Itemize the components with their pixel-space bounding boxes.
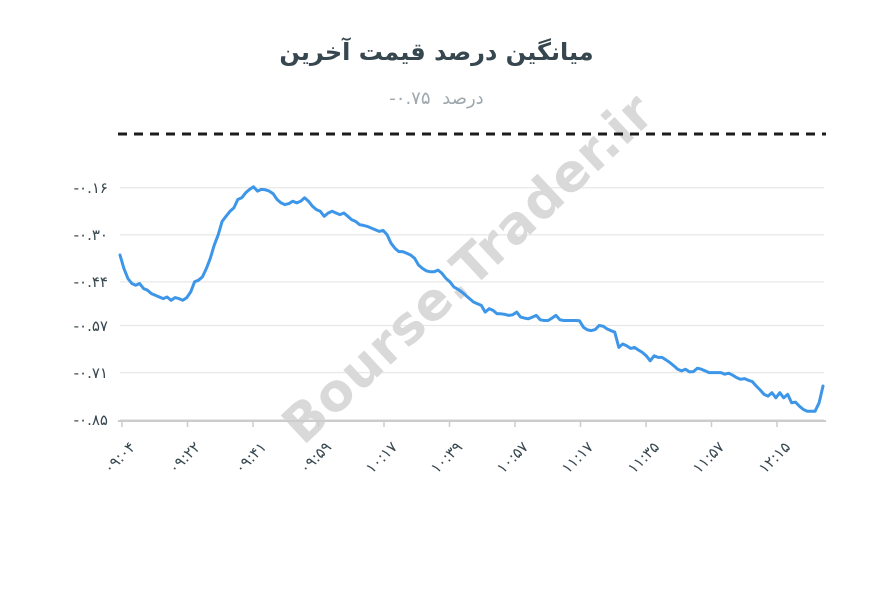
y-axis-label: -۰.۳۰ [73,225,108,244]
chart-subtitle: -۰.۷۵ درصد [0,88,873,109]
x-axis [118,420,826,427]
gridlines [120,187,824,421]
y-axis-label: -۰.۷۱ [73,363,108,382]
y-axis-label: -۰.۸۵ [73,410,108,429]
subtitle-unit: درصد [442,88,484,109]
series-line[interactable] [118,185,825,413]
subtitle-value: -۰.۷۵ [389,88,431,109]
y-axis-label: -۰.۴۴ [73,272,108,291]
chart-title: میانگین درصد قیمت آخرین [279,38,594,66]
watermark-text: Bourse.Trader.ir [271,82,666,456]
y-axis-label: -۰.۵۷ [73,316,108,335]
y-axis-label: -۰.۱۶ [73,178,108,197]
